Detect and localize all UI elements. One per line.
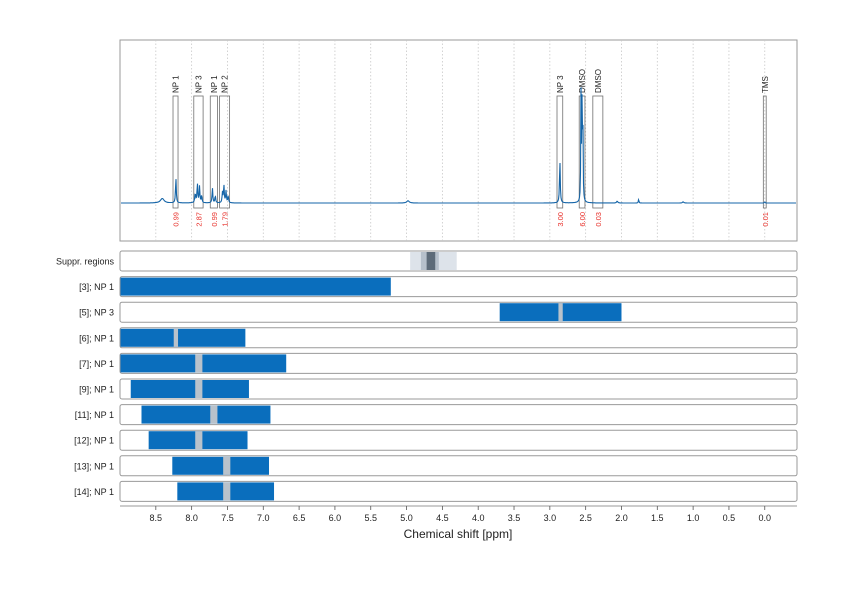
integration-region-label: DMSO (594, 69, 603, 93)
assignment-row-label: [9]; NP 1 (79, 385, 114, 395)
x-axis: 8.5 8.0 7.5 7.0 6.5 6.0 5.5 5.0 4.5 4.0 3.5 3.0 2.5 2… (120, 505, 797, 523)
integration-region-box (219, 95, 231, 209)
assignment-row (119, 378, 798, 400)
assignment-row-label: [7]; NP 1 (79, 359, 114, 369)
integral-value: 6.00 (578, 212, 587, 227)
x-tick-label: 7.5 (221, 513, 234, 523)
x-tick-label: 0.0 (759, 513, 772, 523)
assignment-bar-gap (173, 328, 179, 347)
integration-region-label: NP 1 (210, 75, 219, 93)
integration-region-label: NP 3 (194, 75, 203, 93)
spectrum-frame (119, 39, 798, 242)
assignment-row (119, 404, 798, 426)
suppressed-regions-row (119, 250, 798, 272)
integration-region-box (193, 95, 204, 209)
assignment-bar (120, 328, 246, 347)
x-tick-label: 8.5 (150, 513, 163, 523)
assignment-row (119, 480, 798, 502)
x-tick-label: 2.0 (615, 513, 628, 523)
integral-value: 3.00 (556, 212, 565, 227)
assignment-bar-gap (223, 456, 231, 475)
x-axis-label: Chemical shift [ppm] (404, 527, 513, 541)
assignment-row-label: [6]; NP 1 (79, 333, 114, 343)
x-tick-label: 4.0 (472, 513, 485, 523)
integration-region-box (762, 95, 767, 209)
assignment-row (119, 301, 798, 323)
integral-value: 2.87 (194, 212, 203, 227)
x-tick-label: 7.0 (257, 513, 270, 523)
assignment-row-label: [14]; NP 1 (74, 487, 114, 497)
assignment-row (119, 352, 798, 374)
integration-region-box (209, 95, 218, 209)
x-tick-label: 8.0 (185, 513, 198, 523)
assignment-row (119, 327, 798, 349)
integration-region-label: NP 2 (221, 75, 230, 93)
assignment-row (119, 455, 798, 477)
integration-region-label: TMS (761, 76, 770, 93)
assignment-bar (130, 380, 249, 398)
assignment-bar-gap (195, 431, 203, 450)
integral-value: 0.01 (761, 212, 770, 227)
x-tick-label: 5.5 (364, 513, 377, 523)
assignment-bar-gap (558, 303, 563, 322)
x-tick-label: 6.0 (329, 513, 342, 523)
x-tick-label: 4.5 (436, 513, 449, 523)
x-tick-label: 3.0 (544, 513, 557, 523)
x-tick-label: 6.5 (293, 513, 306, 523)
x-tick-label: 1.5 (651, 513, 664, 523)
integral-value: 0.99 (210, 212, 219, 227)
suppressed-region-inner (426, 252, 436, 270)
assignment-row-label: [3]; NP 1 (79, 282, 114, 292)
x-tick-label: 2.5 (579, 513, 592, 523)
assignment-row (119, 429, 798, 451)
suppressed-regions-label: Suppr. regions (56, 257, 115, 267)
assignment-bar (120, 277, 391, 296)
assignment-row-label: [12]; NP 1 (74, 436, 114, 446)
assignment-bar (120, 354, 287, 373)
integral-value: 0.03 (594, 212, 603, 227)
x-tick-label: 0.5 (723, 513, 736, 523)
spectrum-trace (121, 87, 796, 204)
integration-region-label: NP 3 (556, 75, 565, 93)
integration-region-label: NP 1 (172, 75, 181, 93)
assignment-bar-gap (223, 482, 231, 501)
x-tick-label: 3.5 (508, 513, 521, 523)
integration-region-box (592, 95, 604, 209)
integration-region-box (172, 95, 179, 209)
x-tick-label: 5.0 (400, 513, 413, 523)
assignment-row-label: [5]; NP 3 (79, 308, 114, 318)
integral-value: 1.79 (221, 212, 230, 227)
assignment-rows-panel: Suppr. regions [3]; NP 1 [5]; NP 3 [6]; NP … (56, 250, 798, 502)
assignment-bar-gap (195, 380, 203, 398)
integration-region-box (556, 95, 564, 209)
assignment-bar (141, 405, 271, 424)
spectrum-panel: NP 1 0.99 NP 3 2.87 NP 1 0.99 NP 2 1.79 NP 3 3.00… (119, 39, 798, 242)
assignment-row-label: [11]; NP 1 (75, 410, 114, 420)
assignment-bar-gap (210, 405, 218, 424)
x-tick-label: 1.0 (687, 513, 700, 523)
assignment-bar (172, 456, 270, 475)
integration-region-label: DMSO (578, 69, 587, 93)
assignment-bar-gap (195, 354, 203, 373)
integral-value: 0.99 (172, 212, 181, 227)
assignment-row-label: [13]; NP 1 (74, 461, 114, 471)
